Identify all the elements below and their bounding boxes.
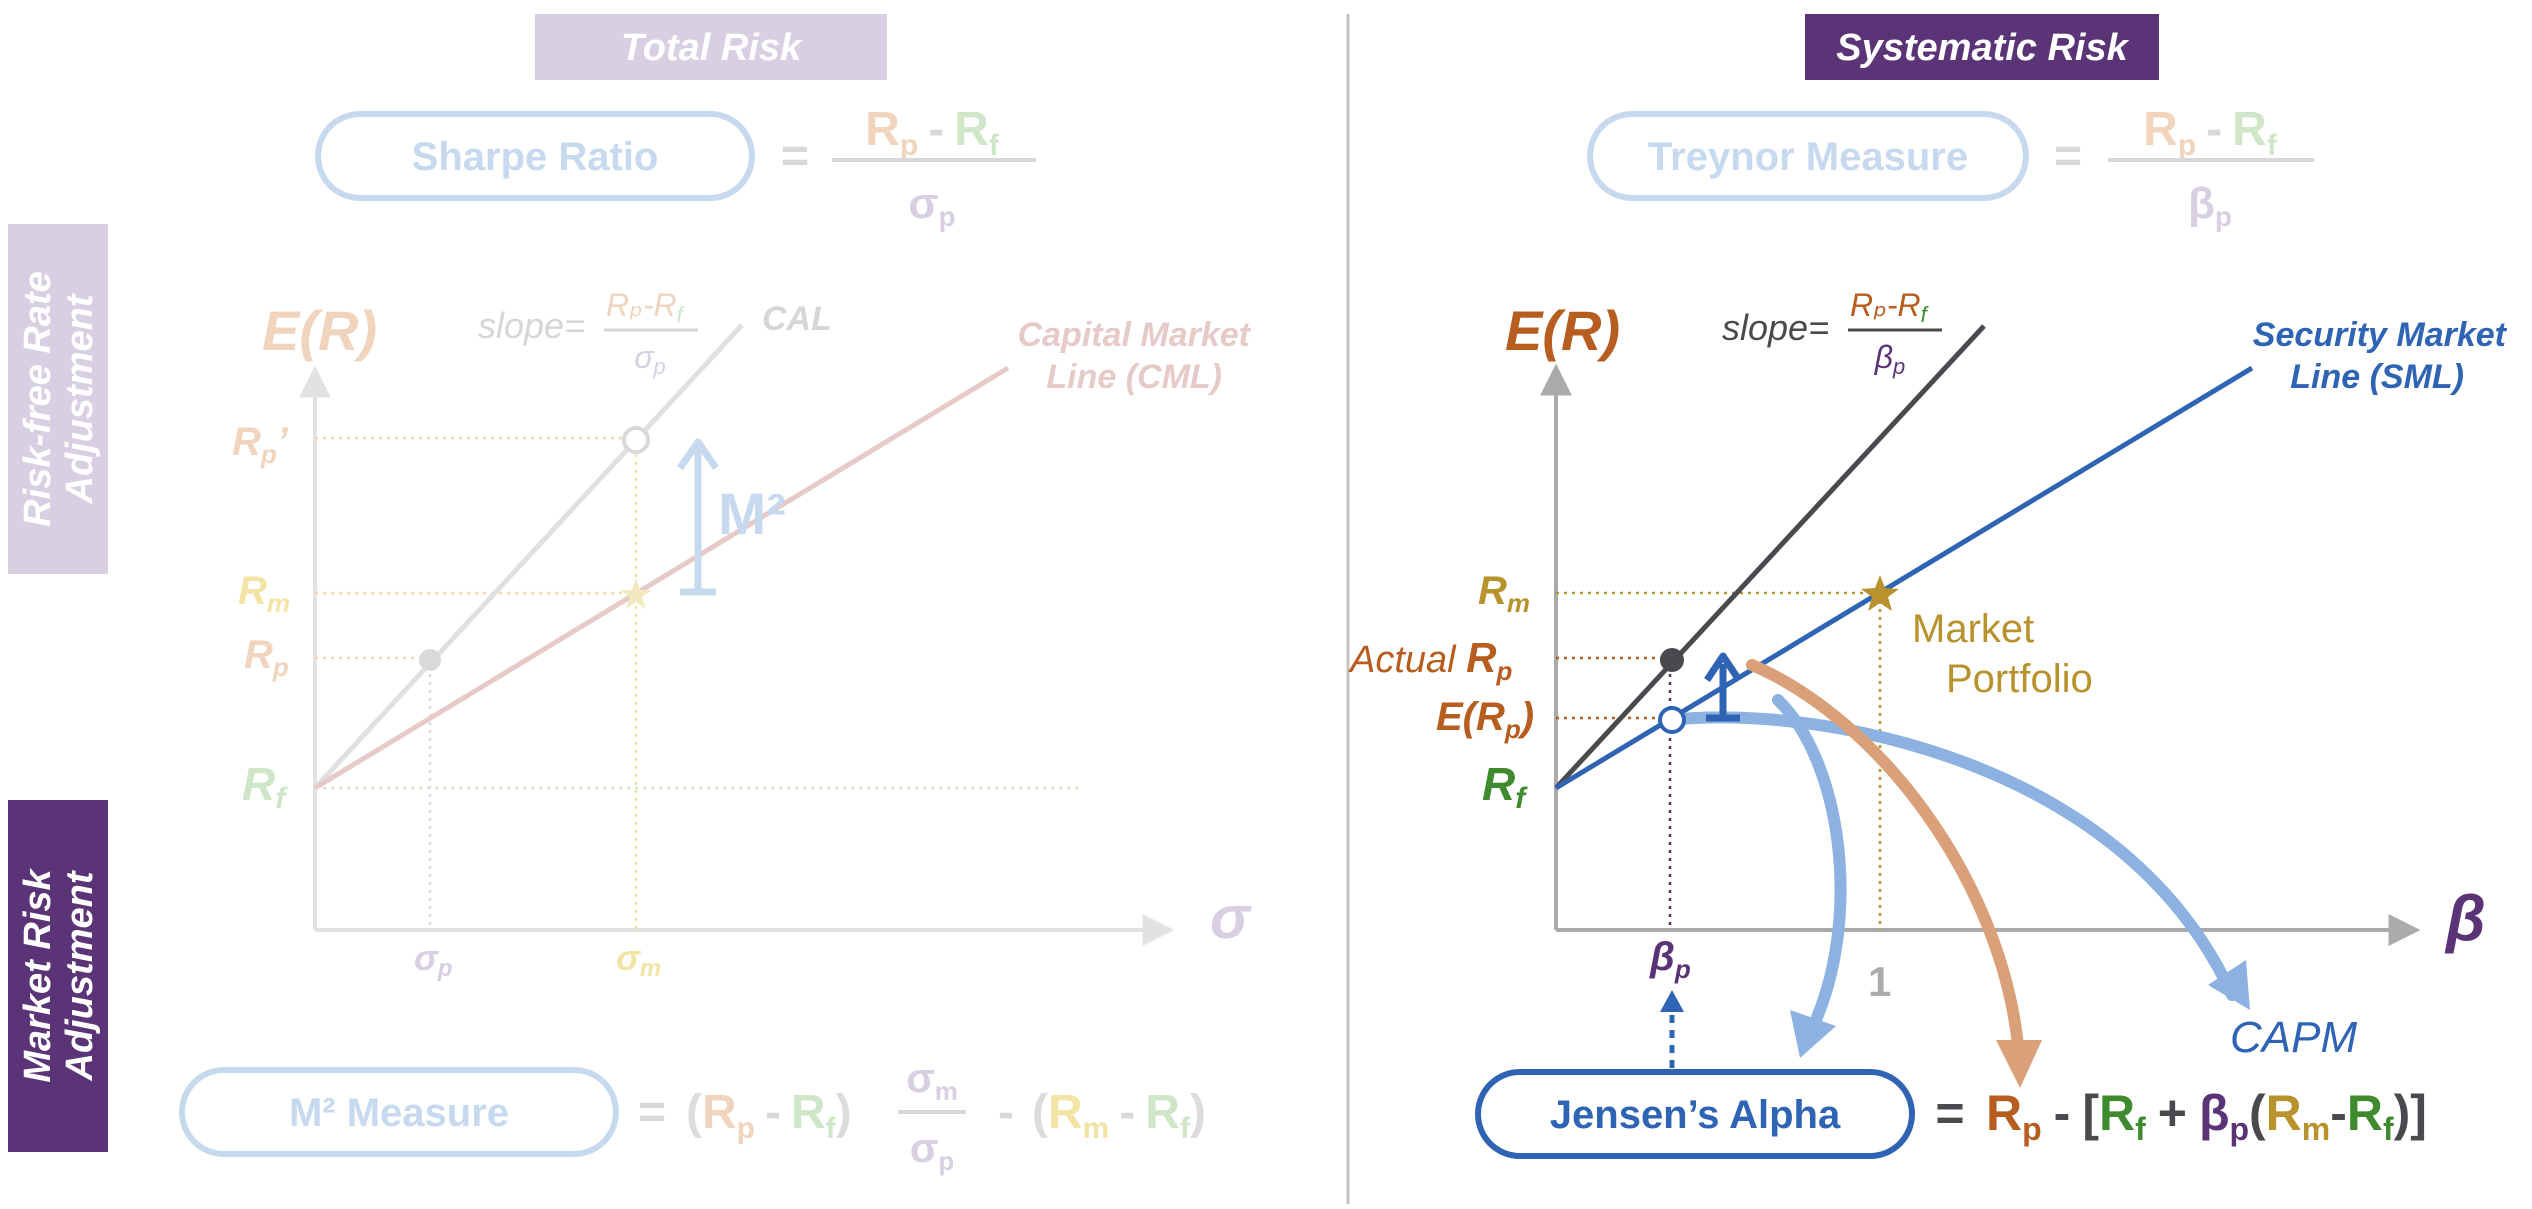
right-tick-rf: Rf <box>1482 758 1528 815</box>
actual-return-point <box>1660 648 1684 672</box>
right-tick-expected-rp: E(Rp) <box>1436 695 1534 744</box>
treynor-numerator: Rp - Rf <box>2143 103 2278 162</box>
risk-free-label-line1: Risk-free Rate <box>17 271 59 527</box>
m2-arrow <box>677 438 719 596</box>
market-portfolio-star <box>1861 575 1899 611</box>
m2-eq: = <box>638 1086 666 1139</box>
right-x-axis-label: β <box>2444 882 2486 954</box>
capm-arrowhead <box>2208 960 2250 1010</box>
jensen-formula: Jensen’s Alpha = Rp - [Rf + βp(Rm-Rf)] <box>1475 1069 2427 1159</box>
sml-label-line2: Line (SML) <box>2290 358 2464 396</box>
left-slope-label: slope= <box>478 305 585 346</box>
jensens-alpha-pill <box>1475 1069 1915 1159</box>
actual-return-arrowhead <box>1996 1040 2042 1088</box>
left-chart: M² E(R) σ slope= Rₚ-Rf σp CAL Capital Ma… <box>232 287 1252 982</box>
cml-label-line2: Line (CML) <box>1046 358 1222 396</box>
market-portfolio-label-line1: Market <box>1912 607 2034 651</box>
sharpe-denominator: σp <box>908 179 955 232</box>
right-slope-label: slope= <box>1722 307 1829 348</box>
systematic-risk-header: Systematic Risk <box>1805 14 2159 80</box>
expected-return-curve-arrow <box>1772 694 1847 1026</box>
left-slope-numerator: Rₚ-Rf <box>606 287 686 327</box>
left-tick-rp: Rp <box>244 633 289 682</box>
alpha-arrow <box>1704 652 1742 722</box>
risk-free-adjustment-panel: Risk-free Rate Adjustment <box>8 224 108 574</box>
risk-free-label-line2: Adjustment <box>59 293 101 504</box>
jensens-alpha-name: Jensen’s Alpha <box>1550 1093 1841 1137</box>
right-tick-one: 1 <box>1868 958 1891 1005</box>
left-rp-prime-point <box>622 426 650 454</box>
cal-label: CAL <box>762 300 832 338</box>
market-risk-label-line1: Market Risk <box>17 867 59 1082</box>
sharpe-formula: Sharpe Ratio = Rp - Rf σp <box>315 103 1036 232</box>
expected-return-point <box>1658 706 1686 734</box>
right-slope-denominator: βp <box>1874 339 1906 379</box>
m2-label: M² <box>718 482 786 547</box>
total-risk-header: Total Risk <box>535 14 887 80</box>
m2-formula: M² Measure = (Rp - Rf) σm σp - (Rm - Rf) <box>179 1054 1206 1176</box>
m2-frac-numerator: σm <box>906 1054 958 1106</box>
sharpe-eq: = <box>781 130 809 183</box>
sharpe-ratio-pill <box>315 111 755 201</box>
treynor-measure-name: Treynor Measure <box>1648 135 1968 179</box>
jensen-eq: = <box>1935 1085 1964 1141</box>
m2-measure-name: M² Measure <box>289 1091 509 1135</box>
sml-label-line1: Security Market <box>2253 316 2508 354</box>
left-y-axis-label: E(R) <box>262 299 377 362</box>
market-portfolio-label-line2: Portfolio <box>1946 657 2093 701</box>
cml-line <box>313 365 1010 791</box>
left-x-axis-label: σ <box>1210 884 1252 951</box>
left-tick-sigma-p: σp <box>414 937 453 982</box>
m2-market-term: - (Rm - Rf) <box>998 1086 1206 1145</box>
left-tick-rp-prime: Rp’ <box>232 420 289 469</box>
left-tick-sigma-m: σm <box>616 937 661 982</box>
right-slope-numerator: Rₚ-Rf <box>1850 287 1930 327</box>
left-tick-rf: Rf <box>242 758 288 815</box>
market-risk-label-line2: Adjustment <box>59 870 101 1081</box>
cml-label-line1: Capital Market <box>1018 316 1252 354</box>
right-chart: E(R) β slope= Rₚ-Rf βp Security Market L… <box>1348 287 2508 1088</box>
jensen-slope-line <box>1554 324 1986 790</box>
cal-line <box>313 323 744 790</box>
left-slope-denominator: σp <box>634 339 666 379</box>
right-tick-rm: Rm <box>1478 569 1530 618</box>
sharpe-numerator: Rp - Rf <box>865 103 1000 162</box>
left-portfolio-point <box>419 649 441 671</box>
left-guides <box>315 436 1078 930</box>
left-tick-rm: Rm <box>238 569 290 618</box>
right-tick-beta-p: βp <box>1649 935 1691 984</box>
systematic-risk-label: Systematic Risk <box>1836 27 2129 69</box>
treynor-eq: = <box>2054 130 2082 183</box>
m2-measure-pill <box>179 1067 619 1157</box>
capm-label: CAPM <box>2230 1013 2357 1062</box>
m2-frac-denominator: σp <box>910 1124 955 1176</box>
actual-return-curve-arrow <box>1746 659 2024 1051</box>
jensen-expression: Rp - [Rf + βp(Rm-Rf)] <box>1986 1085 2427 1147</box>
treynor-formula: Treynor Measure = Rp - Rf βp <box>1587 103 2314 232</box>
total-risk-label: Total Risk <box>621 27 803 69</box>
right-y-axis-label: E(R) <box>1505 299 1620 362</box>
expected-return-arrowhead <box>1790 1010 1836 1058</box>
right-tick-actual-rp: Actual Rp <box>1348 634 1513 686</box>
market-risk-adjustment-panel: Market Risk Adjustment <box>8 800 108 1152</box>
sharpe-ratio-name: Sharpe Ratio <box>412 135 659 179</box>
treynor-denominator: βp <box>2188 179 2232 232</box>
beta-to-alpha-arrowhead <box>1660 990 1684 1012</box>
left-market-star <box>620 578 652 609</box>
m2-diff-term: (Rp - Rf) <box>686 1086 852 1145</box>
treynor-measure-pill <box>1587 111 2029 201</box>
